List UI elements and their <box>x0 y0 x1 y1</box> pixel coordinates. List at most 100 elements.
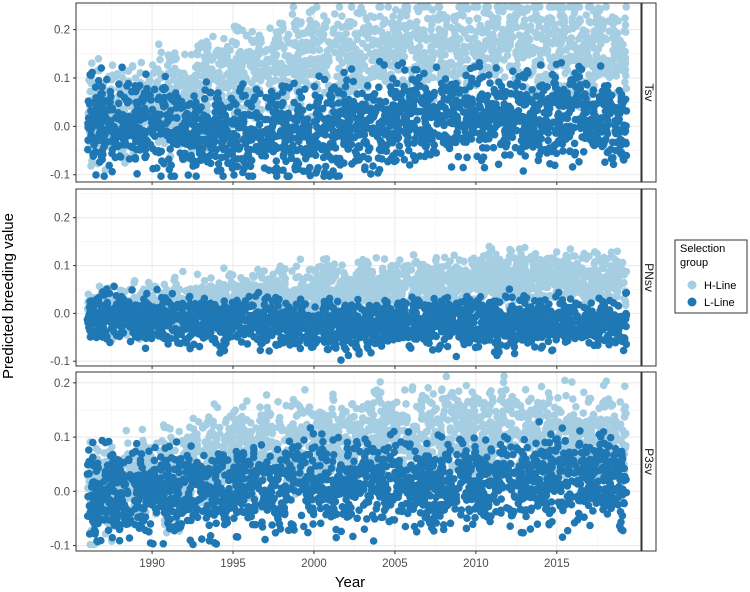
data-point <box>622 84 631 93</box>
data-point <box>458 57 466 65</box>
data-point <box>216 100 225 109</box>
data-point <box>614 29 622 38</box>
data-point <box>622 3 630 11</box>
data-point <box>295 137 303 146</box>
data-point <box>324 38 333 46</box>
data-point <box>413 66 421 74</box>
data-point <box>400 53 409 61</box>
data-point <box>363 44 371 52</box>
data-point <box>488 44 497 52</box>
y-tick-label: -0.1 <box>50 170 70 182</box>
data-point <box>134 106 143 114</box>
data-point <box>190 92 198 100</box>
data-point <box>131 153 139 162</box>
data-point <box>413 34 422 43</box>
data-point <box>341 82 350 91</box>
data-point <box>518 82 527 91</box>
data-point <box>375 67 384 76</box>
data-point <box>245 53 253 62</box>
data-point <box>100 172 108 180</box>
data-point <box>566 147 574 155</box>
data-point <box>312 21 321 29</box>
data-point <box>413 51 422 59</box>
data-point <box>479 111 487 120</box>
data-point <box>585 58 593 67</box>
data-point <box>294 71 303 79</box>
data-point <box>298 38 306 47</box>
data-point <box>556 47 565 55</box>
data-point <box>401 66 409 74</box>
data-point <box>478 144 487 152</box>
data-point <box>570 3 579 11</box>
data-point <box>371 108 380 116</box>
data-point <box>264 145 273 153</box>
data-point <box>403 137 412 146</box>
data-point <box>491 24 500 32</box>
data-point <box>491 89 499 97</box>
data-point <box>236 47 245 56</box>
data-point <box>272 58 280 66</box>
data-point <box>355 123 363 132</box>
data-point <box>498 88 506 97</box>
data-point <box>478 44 487 53</box>
data-point <box>271 68 280 77</box>
data-point <box>613 124 621 133</box>
data-point <box>118 63 126 72</box>
data-point <box>210 144 218 153</box>
data-point <box>605 73 614 82</box>
data-point <box>494 37 503 46</box>
data-point <box>348 160 356 168</box>
data-point <box>165 128 174 137</box>
data-point <box>494 118 502 126</box>
data-point <box>302 61 311 70</box>
data-point <box>286 113 294 122</box>
data-point <box>232 40 240 49</box>
data-point <box>108 61 117 69</box>
data-point <box>221 133 230 141</box>
data-point <box>346 43 354 51</box>
data-point <box>111 153 120 162</box>
data-point <box>205 118 213 126</box>
data-point <box>355 9 364 18</box>
data-point <box>465 16 473 25</box>
data-point <box>335 110 344 119</box>
data-point <box>202 78 211 86</box>
data-point <box>272 109 281 117</box>
data-point <box>208 56 216 64</box>
data-point <box>292 160 301 168</box>
data-point <box>483 91 492 100</box>
data-point <box>430 141 439 149</box>
data-point <box>586 36 594 45</box>
data-point <box>237 59 246 67</box>
data-point <box>188 130 196 139</box>
data-point <box>569 76 578 84</box>
data-point <box>427 47 436 55</box>
data-point <box>155 147 163 156</box>
data-point <box>608 13 617 21</box>
data-point <box>415 81 424 90</box>
data-point <box>212 107 220 116</box>
data-point <box>169 76 178 84</box>
data-point <box>311 143 320 152</box>
data-point <box>407 109 415 118</box>
data-point <box>511 118 519 126</box>
data-point <box>484 63 493 72</box>
data-point <box>452 71 461 80</box>
data-point <box>506 80 515 88</box>
data-point <box>432 63 441 71</box>
data-point <box>523 4 532 13</box>
data-point <box>220 264 228 273</box>
data-point <box>168 68 176 77</box>
data-point <box>461 45 470 54</box>
data-point <box>519 48 527 57</box>
data-point <box>541 74 550 83</box>
data-point <box>519 167 528 175</box>
data-point <box>411 134 420 143</box>
data-point <box>455 3 463 11</box>
data-point <box>612 72 620 80</box>
data-point <box>500 73 509 81</box>
data-point <box>441 50 449 59</box>
data-point <box>220 111 229 119</box>
data-point <box>193 50 202 59</box>
data-point <box>302 127 311 135</box>
